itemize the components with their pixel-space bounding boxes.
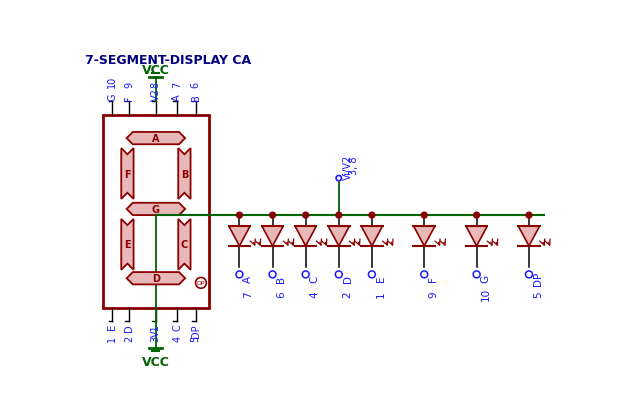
Text: V2: V2 [150,87,161,100]
Polygon shape [518,226,540,246]
Text: 9: 9 [124,82,134,88]
Text: B: B [180,169,188,179]
Text: 3: 3 [150,335,161,342]
Circle shape [269,271,276,278]
Text: DP: DP [191,323,200,337]
Text: 7: 7 [172,82,182,88]
Circle shape [302,271,309,278]
Bar [103,116,209,308]
Text: 5: 5 [191,335,200,342]
Text: 6: 6 [191,82,200,88]
Text: 10: 10 [108,76,117,88]
Text: A: A [243,275,253,282]
Polygon shape [262,226,284,246]
Circle shape [335,271,342,278]
Polygon shape [178,219,191,270]
Text: F: F [428,275,438,282]
Text: Vi/V2: Vi/V2 [342,154,353,180]
Circle shape [474,213,479,219]
Text: F: F [124,169,131,179]
Text: G: G [481,275,490,283]
Polygon shape [121,149,134,199]
Text: 1: 1 [108,335,117,342]
Polygon shape [127,203,185,216]
Circle shape [237,213,243,219]
Text: VCC: VCC [141,63,170,77]
Text: 6: 6 [276,291,287,297]
Text: 4: 4 [172,335,182,342]
Text: E: E [376,275,386,282]
Text: G: G [108,93,117,100]
Text: V1: V1 [150,323,161,336]
Polygon shape [178,149,191,199]
Text: D: D [342,275,353,283]
Text: C: C [310,275,319,282]
Circle shape [196,278,206,289]
Circle shape [421,213,427,219]
Text: 4: 4 [310,291,319,297]
Text: 5: 5 [533,291,543,297]
Text: D: D [152,273,160,284]
Polygon shape [127,272,185,285]
Circle shape [525,271,532,278]
Text: D: D [124,323,134,331]
Text: 10: 10 [481,288,490,300]
Text: C: C [180,240,188,250]
Text: 7: 7 [243,291,253,297]
Polygon shape [328,226,349,246]
Circle shape [336,176,342,181]
Text: DP: DP [196,281,205,286]
Text: F: F [124,95,134,100]
Text: C: C [172,323,182,330]
Circle shape [420,271,428,278]
Text: 2: 2 [124,335,134,342]
Circle shape [236,271,243,278]
Text: 1: 1 [376,291,386,297]
Text: 9: 9 [428,291,438,297]
Text: B: B [276,275,287,282]
Text: A: A [152,134,159,144]
Text: 3, 8: 3, 8 [349,156,359,174]
Circle shape [336,213,342,219]
Circle shape [473,271,480,278]
Polygon shape [413,226,435,246]
Polygon shape [228,226,250,246]
Circle shape [303,213,308,219]
Circle shape [369,213,375,219]
Text: DP: DP [533,271,543,286]
Text: VCC: VCC [141,355,170,369]
Polygon shape [295,226,316,246]
Circle shape [269,213,275,219]
Polygon shape [361,226,383,246]
Text: 8: 8 [150,82,161,88]
Text: 2: 2 [342,291,353,297]
Text: E: E [124,240,131,250]
Text: 7-SEGMENT-DISPLAY CA: 7-SEGMENT-DISPLAY CA [84,54,251,67]
Polygon shape [121,219,134,270]
Polygon shape [127,133,185,145]
Text: B: B [191,93,200,100]
Text: G: G [152,205,160,215]
Text: A: A [172,94,182,100]
Text: E: E [108,323,117,329]
Circle shape [336,176,342,181]
Circle shape [526,213,532,219]
Circle shape [369,271,375,278]
Polygon shape [466,226,488,246]
